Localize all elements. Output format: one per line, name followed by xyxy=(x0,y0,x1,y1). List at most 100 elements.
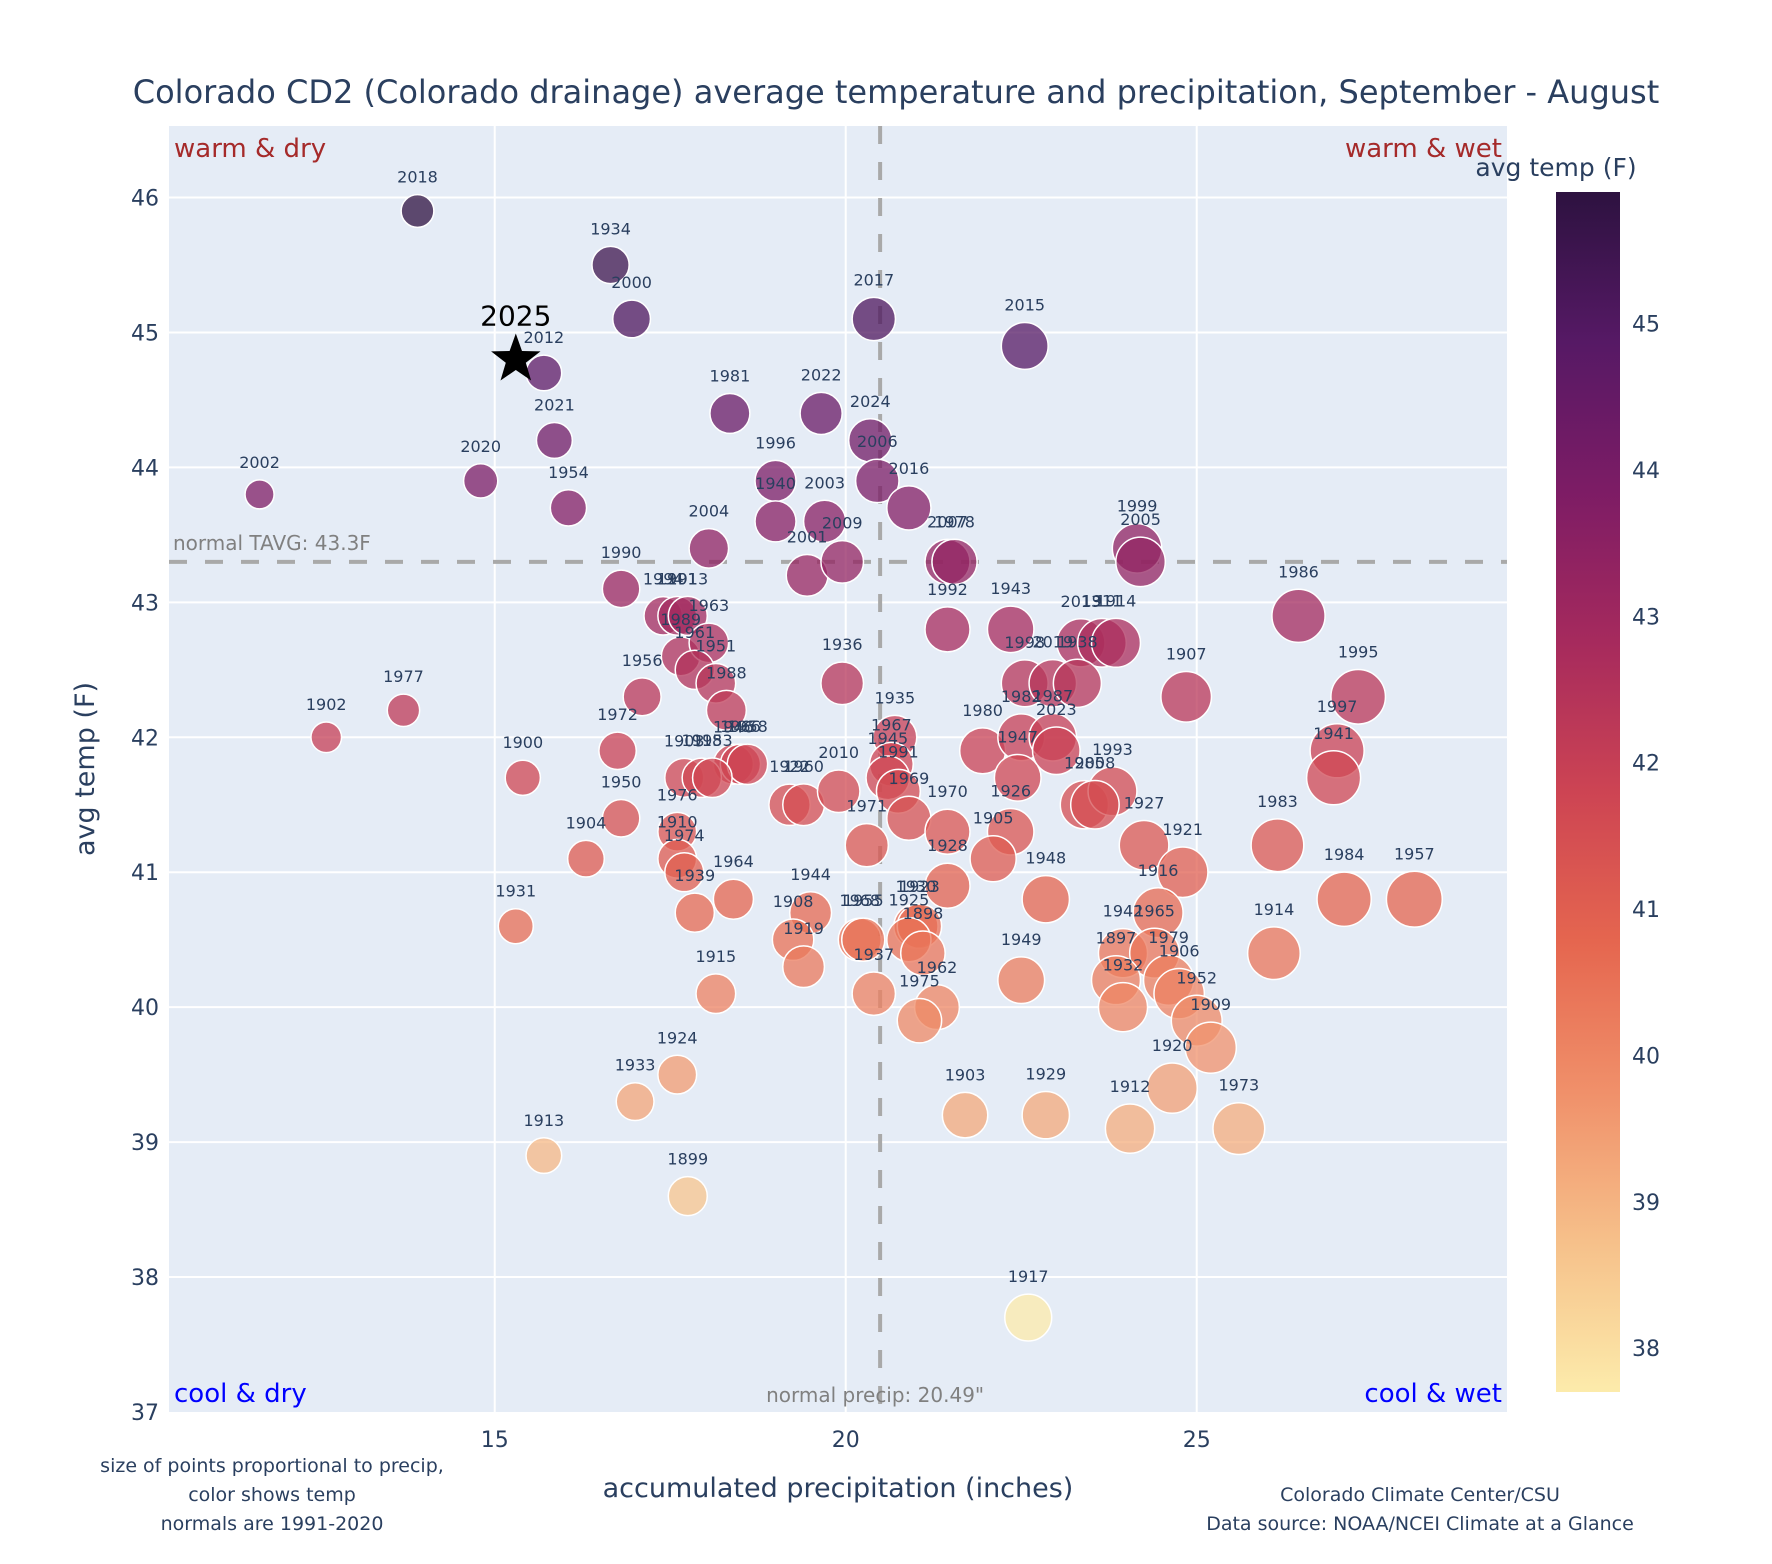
data-point xyxy=(504,759,542,797)
data-point-label: 1945 xyxy=(867,729,908,748)
data-point-label: 1973 xyxy=(1218,1076,1259,1095)
data-point xyxy=(1021,874,1071,924)
note-left-line-1: size of points proportional to precip, xyxy=(100,1455,444,1477)
data-point-label: 1935 xyxy=(875,688,916,707)
data-point xyxy=(598,731,638,771)
data-point-label: 1990 xyxy=(601,543,642,562)
data-point xyxy=(924,808,971,856)
data-point-label: 1921 xyxy=(1162,820,1203,839)
data-point xyxy=(712,878,755,920)
data-point xyxy=(899,930,946,977)
data-point-label: 1979 xyxy=(1148,928,1189,947)
data-point-label: 2013 xyxy=(1061,592,1102,611)
data-point xyxy=(667,595,709,637)
data-point xyxy=(1021,1090,1071,1140)
data-point-label: 1963 xyxy=(688,596,729,615)
point-labels: 2018 1934 2000 2017 2015 2012 1981 2022 2021 2024… xyxy=(239,168,1434,1286)
data-point-label: 1927 xyxy=(1124,793,1165,812)
data-point-label: 1995 xyxy=(1338,643,1379,662)
data-point-label: 1901 xyxy=(657,569,698,588)
data-point xyxy=(1250,818,1305,873)
data-point-label: 1922 xyxy=(769,757,810,776)
data-point xyxy=(1118,819,1170,871)
y-axis-title: avg temp (F) xyxy=(70,682,101,856)
data-point-label: 1980 xyxy=(962,701,1003,720)
data-point-label: 1900 xyxy=(502,733,543,752)
data-point-label: 2003 xyxy=(804,473,845,492)
data-point-label: 1970 xyxy=(927,782,968,801)
data-point xyxy=(1104,1103,1156,1154)
data-point-label: 1933 xyxy=(615,1056,656,1075)
data-point-label: 1919 xyxy=(783,919,824,938)
note-right-line-1: Colorado Climate Center/CSU xyxy=(1280,1484,1560,1506)
data-point xyxy=(969,834,1017,883)
data-point-label: 1969 xyxy=(889,769,930,788)
y-tick-label: 43 xyxy=(131,591,159,616)
data-point-label: 1928 xyxy=(927,836,968,855)
data-point xyxy=(601,569,641,609)
data-point-label: 1911 xyxy=(1082,592,1123,611)
x-tick-label: 25 xyxy=(1183,1428,1211,1453)
note-left-line-3: normals are 1991-2020 xyxy=(161,1513,384,1535)
data-point-label: 1914 xyxy=(1096,591,1137,610)
quadrant-label-cool-dry: cool & dry xyxy=(174,1379,307,1409)
data-point-label: 1999 xyxy=(1117,497,1158,516)
data-point xyxy=(1069,779,1120,830)
quadrant-label-cool-wet: cool & wet xyxy=(1364,1379,1502,1409)
data-point-label: 1905 xyxy=(973,809,1014,828)
data-point-label: 1964 xyxy=(713,852,754,871)
data-point xyxy=(622,677,662,717)
data-point xyxy=(931,538,978,586)
normal-precip-label: normal precip: 20.49" xyxy=(766,1383,984,1407)
data-point-label: 1923 xyxy=(899,877,940,896)
data-point-label: 1974 xyxy=(664,826,705,845)
y-tick-label: 40 xyxy=(131,996,159,1021)
data-point-label: 1910 xyxy=(657,812,698,831)
data-point-label: 1977 xyxy=(383,667,424,686)
data-point-label: 1902 xyxy=(306,695,347,714)
data-point xyxy=(844,822,890,868)
data-point-label: 1962 xyxy=(917,958,958,977)
data-point-label: 1908 xyxy=(773,892,814,911)
colorbar-tick-label: 45 xyxy=(1632,313,1660,338)
data-point xyxy=(674,892,716,934)
data-point-label: 1986 xyxy=(1278,562,1319,581)
data-point xyxy=(615,1081,655,1122)
data-point-label: 1926 xyxy=(990,782,1031,801)
data-point-label: 1950 xyxy=(601,773,642,792)
data-point-label: 1965 xyxy=(1134,901,1175,920)
data-point-label: 2009 xyxy=(822,514,863,533)
data-point xyxy=(691,757,733,799)
data-point-label: 1961 xyxy=(674,623,715,642)
data-point-label: 1967 xyxy=(871,715,912,734)
data-point-label: 1917 xyxy=(1008,1267,1049,1286)
data-point-label: 1913 xyxy=(667,569,708,588)
data-point xyxy=(709,392,751,435)
colorbar-ticks: 38 39 40 41 42 43 44 45 xyxy=(1632,313,1660,1362)
data-point xyxy=(1330,668,1387,725)
data-point-label: 2018 xyxy=(397,168,438,187)
data-point-label: 1981 xyxy=(710,366,751,385)
data-point xyxy=(1097,981,1149,1033)
data-point xyxy=(997,956,1046,1005)
data-point-label: 1898 xyxy=(903,904,944,923)
data-point-label: 1938 xyxy=(1057,632,1098,651)
data-point-label: 1989 xyxy=(660,610,701,629)
data-point-label: 1987 xyxy=(1032,687,1073,706)
data-point-label: 1978 xyxy=(934,512,975,531)
data-point-label: 1942 xyxy=(1103,902,1144,921)
data-point-label: 1988 xyxy=(706,663,747,682)
data-point-label: 1992 xyxy=(927,580,968,599)
data-point-label: 2024 xyxy=(850,392,891,411)
colorbar-tick-label: 41 xyxy=(1632,898,1660,923)
data-point xyxy=(820,539,865,584)
y-tick-label: 42 xyxy=(131,726,159,751)
data-point xyxy=(386,693,421,728)
data-point xyxy=(525,1137,563,1175)
quadrant-label-warm-wet: warm & wet xyxy=(1345,134,1502,164)
data-point-label: 1918 xyxy=(681,731,722,750)
data-point-label: 1907 xyxy=(1166,645,1207,664)
data-point-label: 1906 xyxy=(1159,941,1200,960)
data-point-label: 1998 xyxy=(1004,633,1045,652)
data-point xyxy=(854,458,900,504)
